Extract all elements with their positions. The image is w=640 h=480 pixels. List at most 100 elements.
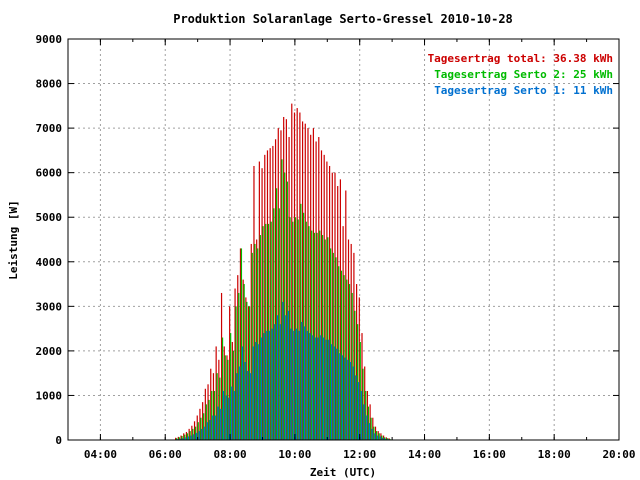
bar-serto-2 bbox=[308, 226, 310, 440]
bar-serto-2 bbox=[302, 212, 305, 440]
bar-serto-2 bbox=[313, 232, 315, 440]
bar-serto-1 bbox=[193, 434, 195, 440]
bar-serto-1 bbox=[295, 328, 298, 440]
bar-serto-2 bbox=[184, 434, 186, 440]
bar-serto-1 bbox=[252, 346, 254, 440]
bar-serto-2 bbox=[251, 252, 253, 440]
y-tick-label: 2000 bbox=[36, 345, 63, 358]
bar-total bbox=[242, 279, 244, 440]
bar-total bbox=[315, 141, 317, 440]
bar-serto-2 bbox=[329, 248, 332, 440]
bar-serto-2 bbox=[316, 232, 318, 440]
bar-serto-1 bbox=[320, 335, 322, 440]
bar-total bbox=[372, 417, 374, 440]
y-tick-label: 8000 bbox=[36, 78, 63, 91]
bar-total bbox=[285, 119, 287, 440]
bar-total bbox=[258, 161, 260, 440]
bar-serto-1 bbox=[276, 315, 279, 440]
bar-serto-2 bbox=[246, 301, 248, 440]
bar-total bbox=[226, 355, 228, 440]
bar-serto-1 bbox=[258, 344, 260, 440]
bar-serto-1 bbox=[225, 395, 227, 440]
bar-serto-1 bbox=[352, 366, 354, 440]
bar-total bbox=[337, 186, 339, 440]
bar-serto-2 bbox=[262, 226, 264, 440]
bar-serto-2 bbox=[224, 355, 226, 440]
bar-total bbox=[388, 438, 390, 440]
bar-serto-2 bbox=[273, 208, 275, 440]
bar-serto-2 bbox=[219, 377, 221, 440]
y-tick-label: 5000 bbox=[36, 211, 63, 224]
bar-serto-2 bbox=[267, 223, 270, 440]
bar-total bbox=[193, 421, 196, 440]
y-tick-label: 0 bbox=[55, 434, 62, 447]
bar-serto-2 bbox=[384, 437, 386, 440]
bar-total bbox=[261, 168, 263, 440]
bar-serto-1 bbox=[263, 333, 265, 440]
bar-total bbox=[272, 145, 274, 440]
bar-serto-1 bbox=[266, 330, 268, 440]
bar-total bbox=[256, 239, 258, 440]
bar-serto-1 bbox=[349, 362, 352, 440]
bar-serto-1 bbox=[301, 321, 303, 440]
bar-total bbox=[175, 437, 177, 440]
bar-serto-2 bbox=[235, 306, 237, 440]
bar-total bbox=[326, 161, 328, 440]
bar-serto-2 bbox=[200, 417, 202, 440]
bar-serto-2 bbox=[348, 284, 351, 440]
bar-serto-1 bbox=[222, 390, 225, 440]
bar-total bbox=[364, 366, 366, 440]
bar-serto-1 bbox=[322, 337, 325, 440]
bar-serto-1 bbox=[374, 433, 376, 440]
bar-total bbox=[234, 288, 236, 440]
bar-serto-2 bbox=[254, 243, 256, 440]
bar-serto-2 bbox=[286, 181, 288, 441]
bar-serto-1 bbox=[212, 415, 214, 440]
bar-serto-2 bbox=[381, 435, 383, 440]
y-tick-label: 3000 bbox=[36, 300, 63, 313]
legend-entry: Tagesertrag total: 36.38 kWh bbox=[428, 52, 613, 65]
bar-total bbox=[220, 292, 223, 440]
bar-total bbox=[204, 388, 206, 440]
bar-serto-2 bbox=[319, 230, 321, 440]
bar-serto-1 bbox=[287, 310, 289, 440]
bar-serto-1 bbox=[382, 437, 384, 440]
bar-total bbox=[339, 179, 341, 440]
bar-serto-2 bbox=[281, 159, 283, 441]
bar-serto-1 bbox=[376, 435, 379, 440]
bar-serto-2 bbox=[324, 239, 326, 440]
bar-total bbox=[269, 148, 271, 440]
bar-serto-2 bbox=[370, 417, 372, 440]
bar-serto-1 bbox=[312, 335, 314, 440]
bar-serto-1 bbox=[317, 337, 319, 440]
bar-serto-1 bbox=[231, 386, 233, 440]
bar-total bbox=[218, 359, 220, 440]
bar-total bbox=[356, 284, 358, 440]
bar-serto-1 bbox=[358, 382, 360, 440]
bar-serto-2 bbox=[338, 266, 340, 440]
bar-serto-2 bbox=[208, 399, 210, 440]
bar-total bbox=[266, 150, 269, 440]
bar-serto-2 bbox=[311, 230, 313, 440]
bar-serto-2 bbox=[213, 390, 216, 440]
bar-serto-1 bbox=[314, 337, 316, 440]
bar-serto-1 bbox=[249, 373, 252, 440]
bar-serto-2 bbox=[357, 324, 359, 440]
bar-total bbox=[188, 428, 190, 440]
bar-serto-1 bbox=[371, 428, 373, 440]
bar-serto-1 bbox=[282, 301, 284, 440]
bar-serto-2 bbox=[346, 279, 348, 440]
bar-total bbox=[250, 243, 252, 440]
bar-serto-1 bbox=[274, 324, 276, 440]
bar-serto-2 bbox=[362, 368, 364, 440]
bar-total bbox=[212, 373, 215, 440]
bar-serto-1 bbox=[330, 344, 333, 440]
bar-serto-1 bbox=[325, 339, 327, 440]
bar-serto-2 bbox=[243, 284, 245, 440]
bar-serto-1 bbox=[366, 415, 368, 440]
bar-total bbox=[304, 123, 306, 441]
x-tick-label: 20:00 bbox=[602, 448, 635, 461]
bar-serto-2 bbox=[321, 235, 324, 440]
bar-serto-2 bbox=[203, 413, 205, 440]
